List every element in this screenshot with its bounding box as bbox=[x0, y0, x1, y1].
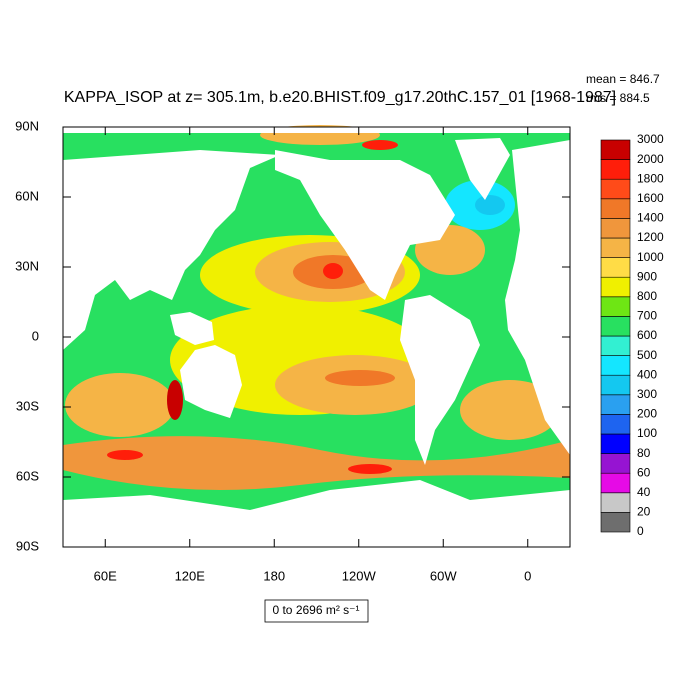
colorbar-label: 1800 bbox=[637, 171, 664, 185]
x-tick-label: 60E bbox=[94, 568, 117, 583]
contour-fill bbox=[475, 195, 505, 215]
x-tick-label: 120E bbox=[175, 568, 206, 583]
colorbar-box bbox=[600, 139, 631, 160]
colorbar-label: 800 bbox=[637, 289, 657, 303]
colorbar-label: 600 bbox=[637, 328, 657, 342]
x-tick-label: 120W bbox=[342, 568, 377, 583]
colorbar-label: 40 bbox=[637, 485, 651, 499]
land bbox=[180, 345, 242, 418]
contour-fill bbox=[460, 380, 560, 440]
colorbar-label: 2000 bbox=[637, 152, 664, 166]
colorbar-label: 1600 bbox=[637, 191, 664, 205]
colorbar-label: 20 bbox=[637, 505, 651, 519]
colorbar-label: 1400 bbox=[637, 211, 664, 225]
y-tick-label: 90S bbox=[16, 538, 39, 553]
colorbar-box bbox=[600, 492, 631, 513]
colorbar-box bbox=[600, 394, 631, 415]
range-label: 0 to 2696 m² s⁻¹ bbox=[272, 603, 359, 617]
axes: 60E 120E 180 120W 60W 0 90S 60S 30S 0 30N 60N 90N bbox=[15, 118, 570, 583]
colorbar-box bbox=[600, 159, 631, 180]
colorbar-box bbox=[600, 218, 631, 239]
land bbox=[455, 138, 510, 200]
colorbar-box bbox=[600, 178, 631, 200]
colorbar-box bbox=[600, 296, 631, 317]
land bbox=[505, 140, 570, 455]
contour-fill bbox=[348, 464, 392, 474]
contour-fill bbox=[63, 436, 570, 490]
colorbar-label: 3000 bbox=[637, 132, 664, 146]
land bbox=[275, 150, 455, 300]
x-tick-label: 60W bbox=[430, 568, 457, 583]
land bbox=[63, 480, 570, 547]
colorbar: 0 20 40 60 80 100 200 300 400 500 600 700 800 900 1000… bbox=[600, 132, 664, 538]
y-tick-label: 60S bbox=[16, 468, 39, 483]
colorbar-box bbox=[600, 257, 631, 278]
x-tick-label: 0 bbox=[524, 568, 531, 583]
colorbar-label: 200 bbox=[637, 407, 657, 421]
contour-fill bbox=[362, 140, 398, 150]
map-field bbox=[63, 125, 570, 547]
colorbar-label: 300 bbox=[637, 387, 657, 401]
land bbox=[170, 312, 214, 345]
colorbar-label: 60 bbox=[637, 465, 651, 479]
colorbar-box bbox=[600, 316, 631, 337]
title: KAPPA_ISOP at z= 305.1m, b.e20.BHIST.f09… bbox=[64, 89, 616, 106]
colorbar-label: 700 bbox=[637, 309, 657, 323]
colorbar-box bbox=[600, 512, 631, 533]
colorbar-label: 80 bbox=[637, 446, 651, 460]
colorbar-box bbox=[600, 472, 631, 494]
colorbar-label: 100 bbox=[637, 426, 657, 440]
colorbar-label: 500 bbox=[637, 348, 657, 362]
contour-fill bbox=[325, 370, 395, 386]
land bbox=[400, 295, 480, 465]
colorbar-label: 1200 bbox=[637, 230, 664, 244]
colorbar-label: 1000 bbox=[637, 250, 664, 264]
colorbar-box bbox=[600, 453, 631, 474]
mean-stat: mean = 846.7 bbox=[586, 72, 660, 86]
y-tick-label: 30N bbox=[15, 258, 39, 273]
contour-fill bbox=[65, 373, 175, 437]
colorbar-box bbox=[600, 276, 631, 298]
colorbar-box bbox=[600, 335, 631, 356]
colorbar-box bbox=[600, 237, 631, 258]
y-tick-label: 30S bbox=[16, 398, 39, 413]
colorbar-box bbox=[600, 355, 631, 376]
colorbar-box bbox=[600, 433, 631, 454]
y-tick-label: 90N bbox=[15, 118, 39, 133]
land bbox=[63, 150, 280, 350]
rms-stat: rms = 884.5 bbox=[586, 91, 650, 105]
colorbar-box bbox=[600, 198, 631, 219]
y-tick-label: 60N bbox=[15, 188, 39, 203]
range-box bbox=[264, 599, 369, 623]
colorbar-label: 400 bbox=[637, 367, 657, 381]
contour-fill bbox=[323, 263, 343, 279]
colorbar-label: 900 bbox=[637, 269, 657, 283]
contour-fill bbox=[107, 450, 143, 460]
colorbar-label: 0 bbox=[637, 524, 644, 538]
x-tick-label: 180 bbox=[263, 568, 285, 583]
contour-fill bbox=[167, 380, 183, 420]
colorbar-box bbox=[600, 374, 631, 396]
land bbox=[63, 127, 570, 133]
y-tick-label: 0 bbox=[32, 328, 39, 343]
colorbar-box bbox=[600, 414, 631, 435]
